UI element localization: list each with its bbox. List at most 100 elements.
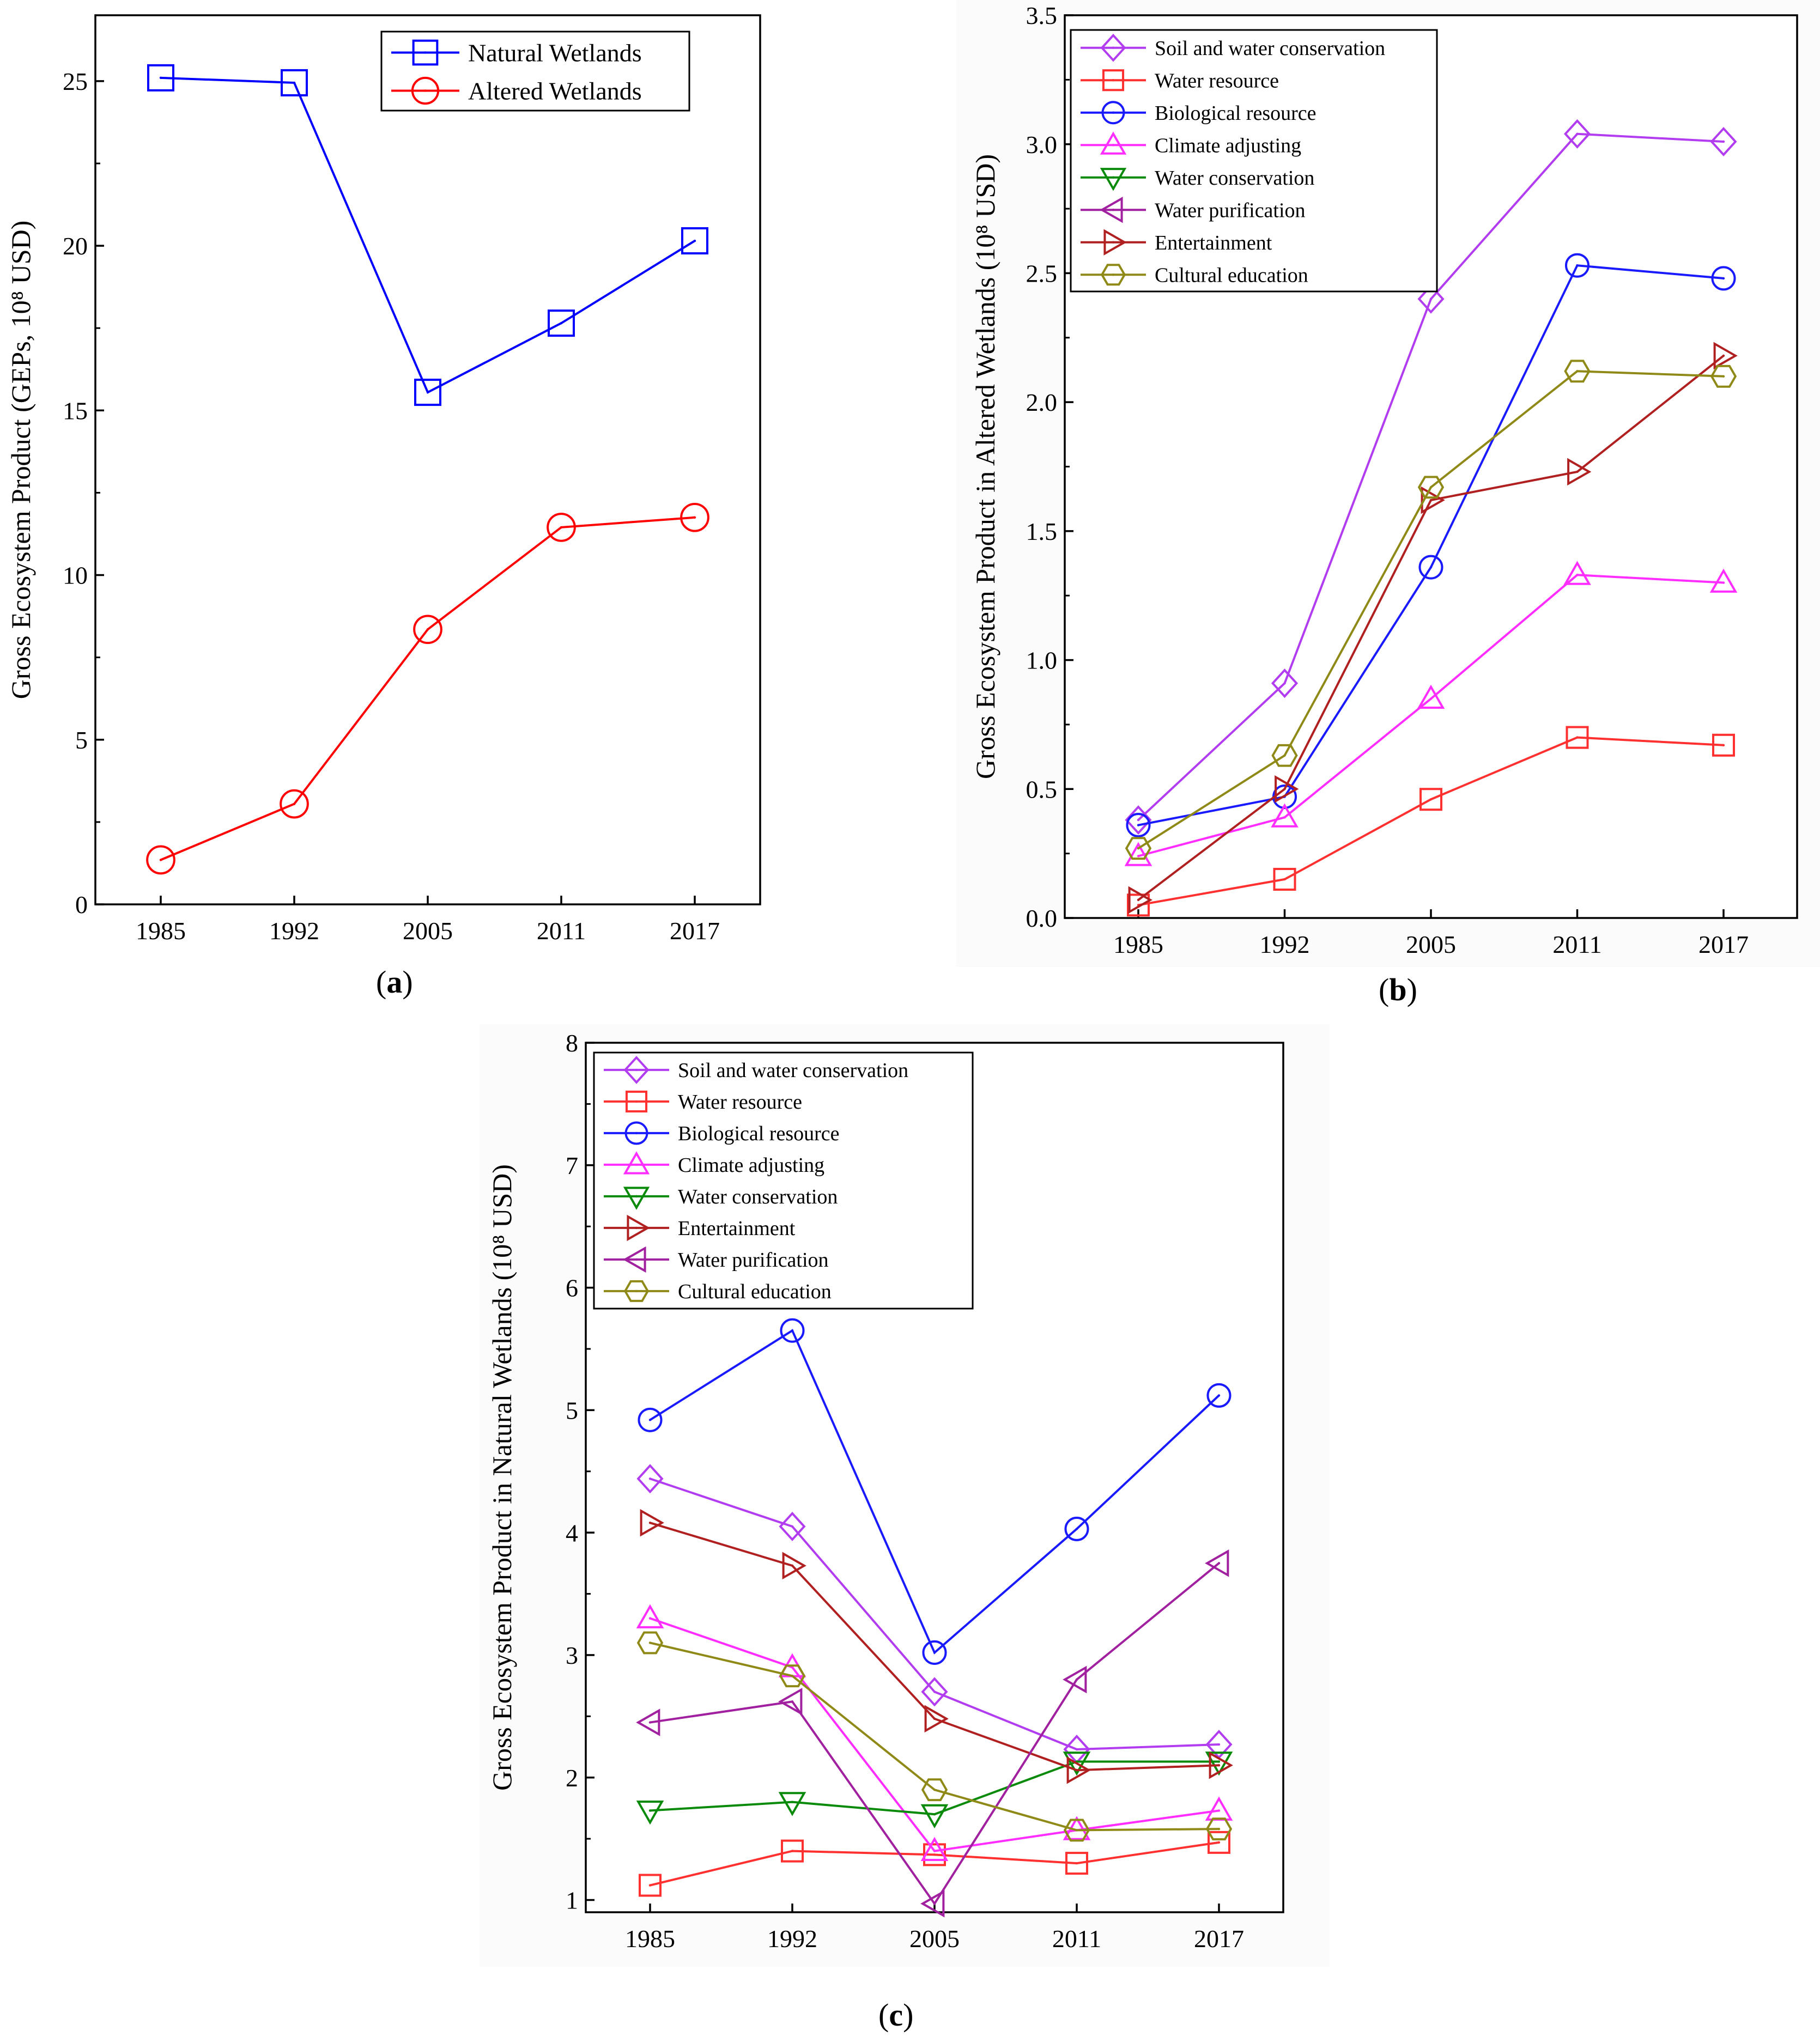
data-point bbox=[921, 1677, 948, 1707]
y-axis-label: Gross Ecosystem Product in Altered Wetla… bbox=[970, 154, 1000, 779]
legend-marker-dot bbox=[1112, 273, 1115, 276]
legend-marker-dot bbox=[1112, 79, 1115, 82]
data-point-dot bbox=[1576, 370, 1579, 373]
data-point bbox=[1066, 1756, 1091, 1784]
data-point-dot bbox=[1576, 736, 1579, 739]
data-point bbox=[1064, 1516, 1089, 1541]
series-soil-and-water-conservation bbox=[1125, 119, 1737, 835]
data-point-dot bbox=[1217, 1743, 1221, 1746]
data-point bbox=[1564, 253, 1590, 278]
data-point bbox=[1271, 744, 1298, 767]
legend-entry: Cultural education bbox=[678, 1280, 832, 1303]
legend-marker-dot bbox=[635, 1226, 638, 1230]
data-point-dot bbox=[1137, 855, 1140, 858]
data-point bbox=[147, 64, 174, 92]
data-point bbox=[778, 1792, 806, 1816]
data-point bbox=[1421, 486, 1445, 514]
legend-marker-dot bbox=[424, 89, 427, 92]
legend-marker-dot bbox=[635, 1132, 638, 1135]
data-point bbox=[1065, 1852, 1088, 1875]
data-point-dot bbox=[1722, 140, 1725, 143]
y-tick-label: 3.5 bbox=[1026, 2, 1058, 29]
data-point bbox=[779, 1664, 806, 1688]
y-axis-label: Gross Ecosystem Product in Natural Wetla… bbox=[487, 1164, 517, 1791]
data-point bbox=[281, 69, 308, 96]
data-point bbox=[680, 502, 709, 532]
series-water-conservation bbox=[636, 1752, 1233, 1829]
data-point bbox=[922, 1640, 947, 1665]
x-tick-label: 1992 bbox=[1260, 931, 1310, 958]
data-point-dot bbox=[648, 1521, 652, 1524]
legend-marker bbox=[623, 1187, 650, 1210]
data-point bbox=[780, 1318, 805, 1343]
data-point bbox=[636, 1631, 664, 1655]
y-tick-label: 1.0 bbox=[1026, 647, 1058, 674]
data-point bbox=[1124, 842, 1152, 866]
data-point bbox=[1709, 568, 1738, 593]
legend-marker bbox=[1103, 229, 1127, 256]
series-cultural-education bbox=[1125, 360, 1737, 860]
data-point-dot bbox=[791, 1674, 794, 1677]
data-point bbox=[1710, 126, 1737, 156]
data-point bbox=[1205, 1549, 1229, 1577]
data-point bbox=[548, 309, 575, 337]
legend-entry: Biological resource bbox=[1155, 102, 1317, 125]
y-axis-label: Gross Ecosystem Product (GEPs, 10⁸ USD) bbox=[5, 221, 36, 700]
data-point-dot bbox=[791, 1666, 794, 1669]
legend-marker-dot bbox=[635, 1068, 638, 1072]
data-point-dot bbox=[648, 1721, 652, 1724]
legend-marker bbox=[627, 1214, 650, 1242]
y-tick-label: 0 bbox=[75, 891, 88, 919]
data-point-dot bbox=[1722, 744, 1725, 747]
data-point bbox=[920, 1889, 945, 1918]
y-axis: 1 2 3 4 5 6 7 8 bbox=[566, 1029, 594, 1914]
data-point-dot bbox=[1137, 847, 1140, 850]
data-point bbox=[1712, 733, 1735, 757]
panel-label: (b) bbox=[1379, 972, 1417, 1007]
data-point-dot bbox=[791, 1700, 794, 1703]
y-tick-label: 7 bbox=[566, 1152, 578, 1179]
legend: Soil and water conservation Water resourc… bbox=[593, 1051, 974, 1310]
data-point-dot bbox=[933, 1850, 936, 1852]
data-point bbox=[1063, 1665, 1087, 1694]
legend-marker bbox=[623, 1280, 650, 1302]
panel-label: (c) bbox=[878, 1997, 913, 2033]
series-water-purification bbox=[636, 1549, 1229, 1918]
y-axis: 0 5 10 15 20 25 bbox=[63, 68, 104, 919]
legend-entry: Soil and water conservation bbox=[678, 1059, 908, 1082]
y-tick-label: 2.0 bbox=[1026, 388, 1058, 416]
y-tick-label: 1.5 bbox=[1026, 518, 1058, 545]
data-point bbox=[1418, 555, 1443, 580]
legend-marker bbox=[623, 1151, 650, 1175]
legend-entry: Entertainment bbox=[678, 1217, 796, 1240]
data-point bbox=[1417, 476, 1445, 499]
x-tick-label: 1992 bbox=[767, 1925, 817, 1953]
data-point-dot bbox=[791, 1564, 794, 1567]
series-climate-adjusting bbox=[1124, 561, 1738, 866]
legend-marker bbox=[1102, 69, 1125, 92]
y-tick-label: 3.0 bbox=[1026, 131, 1058, 159]
data-point bbox=[1566, 726, 1589, 749]
legend-marker bbox=[623, 1246, 646, 1273]
data-point-dot bbox=[648, 1617, 652, 1620]
y-tick-label: 1 bbox=[566, 1887, 578, 1914]
data-point bbox=[636, 1604, 664, 1628]
legend-marker bbox=[411, 76, 440, 105]
data-point-dot bbox=[933, 1789, 936, 1791]
legend-marker-dot bbox=[1112, 176, 1115, 179]
y-tick-label: 0.5 bbox=[1026, 775, 1058, 803]
x-tick-label: 2011 bbox=[537, 917, 586, 945]
data-point bbox=[1417, 684, 1445, 709]
data-point-dot bbox=[791, 1525, 794, 1528]
data-point bbox=[1271, 668, 1299, 698]
data-point-dot bbox=[1576, 264, 1579, 267]
x-axis: 1985 1992 2005 2011 2017 bbox=[1113, 909, 1749, 958]
y-tick-label: 4 bbox=[566, 1519, 578, 1547]
legend-entry: Entertainment bbox=[1155, 232, 1272, 254]
data-point bbox=[1417, 284, 1445, 314]
legend-entry: Natural Wetlands bbox=[468, 39, 642, 67]
legend-entry: Climate adjusting bbox=[678, 1154, 824, 1177]
data-point-dot bbox=[1217, 1764, 1221, 1767]
data-point-dot bbox=[791, 1850, 794, 1852]
data-point bbox=[1419, 788, 1442, 811]
